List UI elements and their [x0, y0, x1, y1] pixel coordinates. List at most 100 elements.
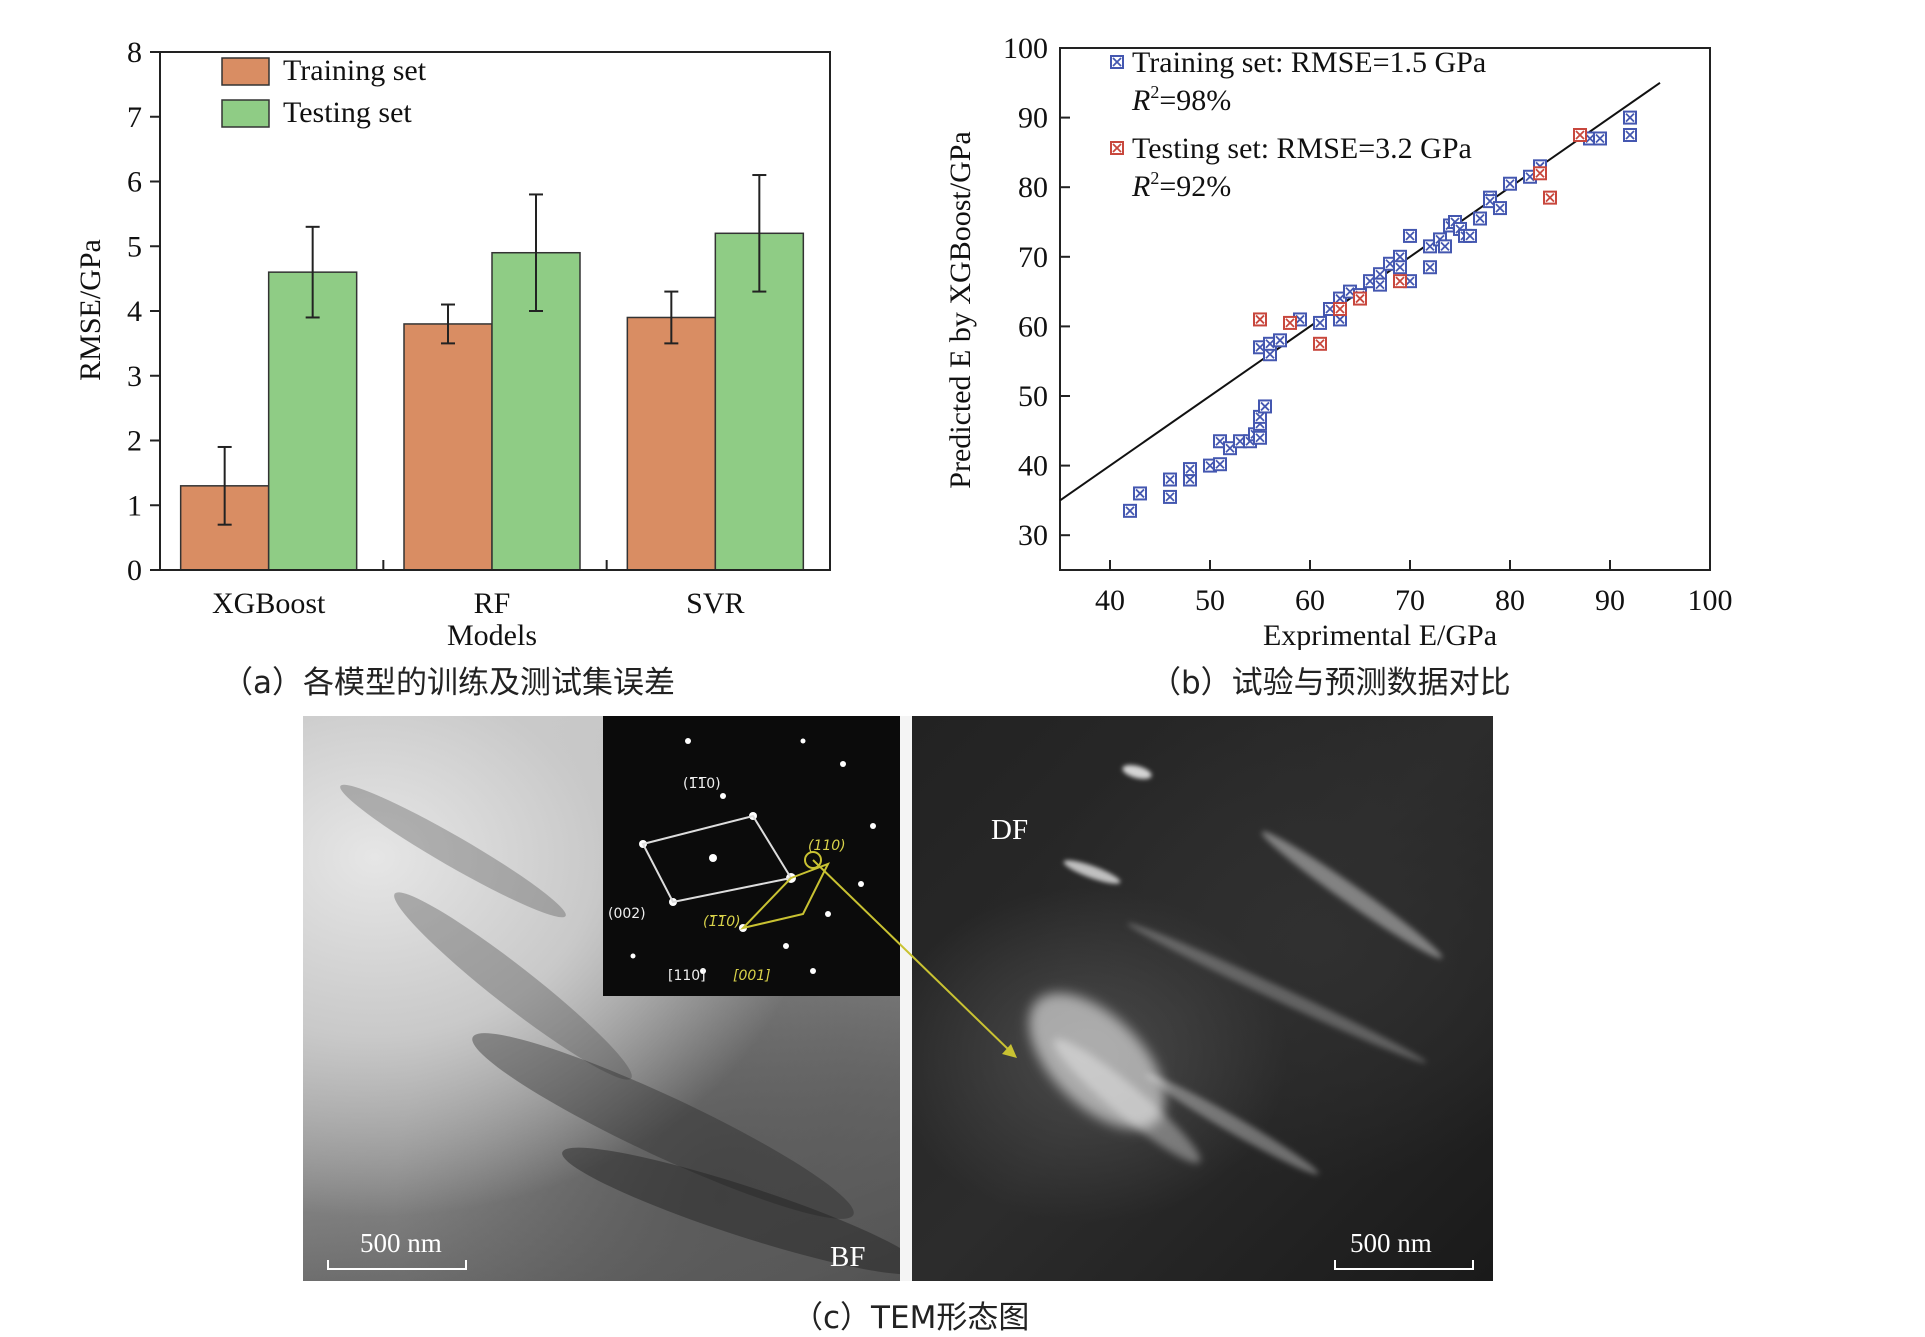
training-point — [1163, 472, 1177, 487]
legend-label-testing: Testing set — [283, 96, 412, 129]
x-tick-label: 70 — [1395, 584, 1425, 617]
training-point — [1258, 399, 1272, 414]
bright-field-image: (1̅1̅0) (002) (110) (1̅1̅0) [110] [001] … — [303, 716, 900, 1281]
bar-chart-rmse: 0 1 2 3 4 5 6 7 8 XGBoost RF SVR RMSE/GPa Models Tr… — [74, 36, 831, 650]
y-tick-label: 50 — [1018, 380, 1048, 413]
y-tick-label: 7 — [127, 101, 142, 134]
legend-marker-training — [1110, 55, 1124, 69]
y-tick-label: 3 — [127, 360, 142, 393]
diffraction-spots — [630, 738, 876, 974]
x-tick-label: 100 — [1688, 584, 1733, 617]
testing-point — [1283, 315, 1297, 330]
dark-field-image: DF 500 nm — [912, 716, 1493, 1281]
training-point — [1473, 211, 1487, 226]
legend: Training set: RMSE=1.5 GPa R2=98% Testin… — [1110, 46, 1486, 203]
bar-group — [179, 174, 805, 571]
legend-r2-training: R2=98% — [1131, 82, 1231, 117]
y-tick-label: 2 — [127, 425, 142, 458]
y-tick-label: 70 — [1018, 241, 1048, 274]
training-point — [1593, 131, 1607, 146]
y-tick-label: 5 — [127, 230, 142, 263]
saed-label-zone-110: [110] — [668, 968, 706, 984]
y-tick-label: 8 — [127, 36, 142, 69]
legend-marker-testing — [1110, 141, 1124, 155]
x-tick-label: 80 — [1495, 584, 1525, 617]
x-tick-label: SVR — [686, 587, 744, 620]
training-point — [1423, 239, 1437, 254]
y-tick-label: 4 — [127, 295, 142, 328]
y-tick-label: 100 — [1003, 32, 1048, 65]
y-tick-label: 90 — [1018, 102, 1048, 135]
tem-micrograph: (1̅1̅0) (002) (110) (1̅1̅0) [110] [001] … — [303, 716, 1493, 1281]
scatter-chart-predicted-vs-experimental: 40 50 60 70 80 90 100 30 40 50 60 70 80 90 100 Predict… — [944, 32, 1733, 650]
caption-panel-c: （c）TEM形态图 — [792, 1300, 1030, 1336]
testing-point — [1533, 166, 1547, 181]
testing-point — [1313, 336, 1327, 351]
legend-marker-shape — [1110, 141, 1124, 155]
training-point — [1253, 409, 1267, 424]
x-tick-label: 40 — [1095, 584, 1125, 617]
x-axis-title: Models — [447, 619, 537, 650]
legend-label-training: Training set: RMSE=1.5 GPa — [1132, 46, 1486, 79]
scatter-points — [1123, 110, 1637, 518]
training-point — [1183, 462, 1197, 477]
training-point — [1623, 110, 1637, 125]
training-point — [1503, 176, 1517, 191]
x-tick-label: RF — [474, 587, 511, 620]
training-point — [1313, 315, 1327, 330]
training-point — [1373, 277, 1387, 292]
testing-point — [1333, 302, 1347, 316]
training-point — [1393, 260, 1407, 275]
y-tick-label: 1 — [127, 489, 142, 522]
training-point — [1273, 333, 1287, 348]
y-axis-title: Predicted E by XGBoost/GPa — [944, 131, 977, 488]
y-tick-label: 30 — [1018, 519, 1048, 552]
saed-label-002: (002) — [608, 906, 646, 922]
training-point — [1253, 430, 1267, 445]
testing-point — [1543, 190, 1557, 205]
training-point — [1493, 201, 1507, 216]
training-point — [1133, 486, 1147, 501]
caption-panel-b: （b）试验与预测数据对比 — [1150, 665, 1511, 701]
legend-marker-shape — [1110, 55, 1124, 69]
axes: 0 1 2 3 4 5 6 7 8 XGBoost RF SVR — [127, 36, 831, 620]
training-point — [1213, 457, 1227, 472]
x-tick-label: XGBoost — [212, 587, 326, 620]
bf-label: BF — [830, 1241, 866, 1273]
saed-label-zone-001: [001] — [733, 968, 771, 984]
y-tick-label: 40 — [1018, 450, 1048, 483]
legend-label-training: Training set — [283, 54, 427, 87]
caption-panel-a: （a）各模型的训练及测试集误差 — [222, 665, 675, 701]
legend-label-testing: Testing set: RMSE=3.2 GPa — [1132, 132, 1472, 165]
y-tick-label: 60 — [1018, 310, 1048, 343]
testing-point — [1393, 274, 1407, 289]
scale-label-left: 500 nm — [360, 1228, 442, 1258]
y-tick-label: 6 — [127, 166, 142, 199]
diffraction-pattern-inset: (1̅1̅0) (002) (110) (1̅1̅0) [110] [001] — [603, 716, 900, 996]
training-point — [1423, 260, 1437, 275]
testing-point — [1253, 312, 1267, 327]
df-label: DF — [991, 814, 1029, 846]
legend-r2-testing: R2=92% — [1131, 168, 1231, 203]
axes: 40 50 60 70 80 90 100 30 40 50 60 70 80 90 100 — [1003, 32, 1733, 617]
training-point — [1263, 347, 1277, 362]
legend-swatch-training — [221, 57, 270, 86]
y-axis-title: RMSE/GPa — [74, 239, 107, 381]
saed-label-110-yellow: (110) — [808, 838, 846, 854]
x-tick-label: 50 — [1195, 584, 1225, 617]
bar — [626, 316, 717, 571]
legend-swatch-testing — [221, 99, 270, 128]
training-point — [1623, 128, 1637, 142]
testing-point — [1353, 291, 1367, 306]
training-point — [1123, 503, 1137, 518]
bar — [403, 323, 493, 571]
scale-label-right: 500 nm — [1350, 1228, 1432, 1258]
saed-label-1-bar1-bar0: (1̅1̅0) — [683, 776, 721, 792]
saed-label-1bar-1bar-0-yellow: (1̅1̅0) — [703, 914, 741, 930]
training-point — [1463, 228, 1477, 243]
scale-bar-right — [1334, 1260, 1474, 1270]
y-tick-label: 80 — [1018, 171, 1048, 204]
correlation-arrow — [812, 859, 1017, 1058]
legend: Training set Testing set — [221, 54, 427, 129]
panel-divider — [900, 716, 912, 1281]
